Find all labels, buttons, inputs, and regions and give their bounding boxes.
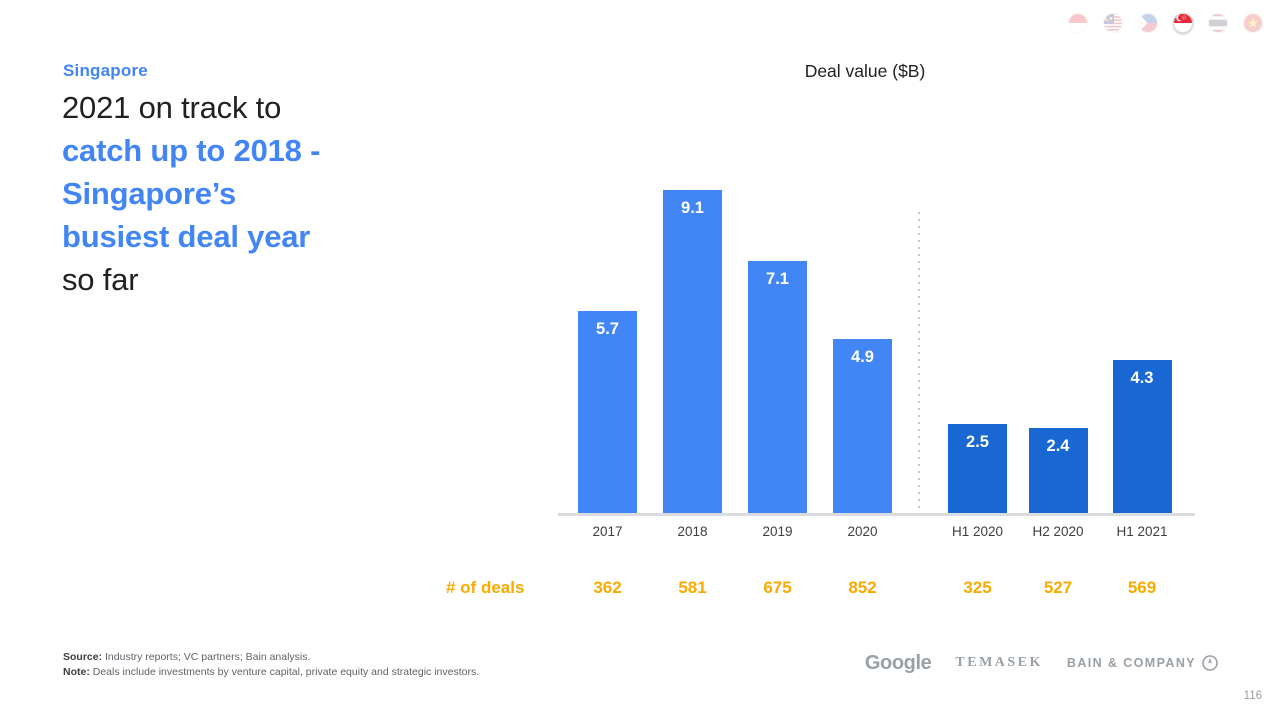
deals-row-label: # of deals (446, 578, 525, 597)
bain-compass-icon (1202, 655, 1218, 671)
deals-count: 569 (1127, 578, 1157, 597)
note-note: Note: Deals include investments by ventu… (63, 665, 479, 680)
note-text: Deals include investments by venture cap… (89, 666, 480, 678)
source-text: Industry reports; VC partners; Bain anal… (102, 651, 311, 663)
philippines-flag-icon (1138, 13, 1158, 33)
bar-value-label: 2.4 (1046, 437, 1070, 455)
bar-2017: 5.7 (578, 311, 637, 513)
bar-2018: 9.1 (663, 190, 722, 513)
deals-count: 581 (678, 578, 707, 597)
bar-2020: 4.9 (833, 339, 892, 513)
publisher-logos: Google TEMASEK BAIN & COMPANY (865, 651, 1218, 675)
x-axis-label: 2019 (762, 524, 793, 539)
headline: 2021 on track to catch up to 2018 - Sing… (62, 86, 462, 301)
malaysia-flag-icon (1103, 13, 1123, 33)
x-axis-label: H1 2021 (1116, 524, 1168, 539)
bain-logo: BAIN & COMPANY (1067, 655, 1218, 671)
indonesia-flag-icon (1068, 13, 1088, 33)
region-label: Singapore (63, 61, 148, 80)
x-axis-label: H2 2020 (1032, 524, 1084, 539)
x-axis-label: H1 2020 (951, 524, 1004, 539)
source-label: Source: (63, 651, 103, 663)
bar-value-label: 7.1 (766, 270, 789, 288)
headline-line-emphasis: Singapore’s (62, 176, 237, 211)
bar-h1-2021: 4.3 (1112, 360, 1172, 513)
bar-value-label: 9.1 (681, 199, 704, 217)
x-axis-label: 2017 (592, 524, 623, 539)
page-number: 116 (1243, 690, 1262, 702)
bar-value-label: 5.7 (596, 320, 619, 338)
bain-logo-text: BAIN & COMPANY (1066, 656, 1196, 670)
country-flags-row (1068, 13, 1263, 33)
deals-count: 362 (593, 578, 622, 597)
note-label: Note: (63, 666, 90, 678)
bar-2019: 7.1 (748, 261, 807, 513)
deals-count: 675 (763, 578, 792, 597)
footnote: Source: Industry reports; VC partners; B… (63, 650, 479, 680)
singapore-flag-icon (1173, 13, 1193, 33)
deals-count: 527 (1043, 578, 1073, 597)
headline-line: so far (62, 262, 139, 297)
vietnam-flag-icon (1243, 13, 1263, 33)
bar-h2-2020: 2.4 (1028, 428, 1088, 513)
chart-title: Deal value ($B) (804, 61, 926, 81)
x-axis-label: 2018 (677, 524, 708, 539)
deals-count: 852 (848, 578, 877, 597)
bar-value-label: 2.5 (966, 433, 989, 451)
bar-h1-2020: 2.5 (948, 424, 1007, 513)
period-divider-line (918, 212, 920, 513)
x-axis-line (558, 513, 1195, 516)
bar-value-label: 4.9 (851, 348, 874, 366)
bar-value-label: 4.3 (1130, 369, 1154, 387)
x-axis-label: 2020 (847, 524, 878, 539)
headline-line: 2021 on track to (62, 90, 282, 125)
headline-line-emphasis: busiest deal year (62, 219, 311, 254)
thailand-flag-icon (1208, 13, 1228, 33)
source-note: Source: Industry reports; VC partners; B… (63, 650, 479, 665)
deals-count: 325 (963, 578, 992, 597)
temasek-logo: TEMASEK (955, 655, 1043, 670)
headline-line-emphasis: catch up to 2018 - (62, 133, 321, 168)
google-logo: Google (864, 651, 932, 674)
